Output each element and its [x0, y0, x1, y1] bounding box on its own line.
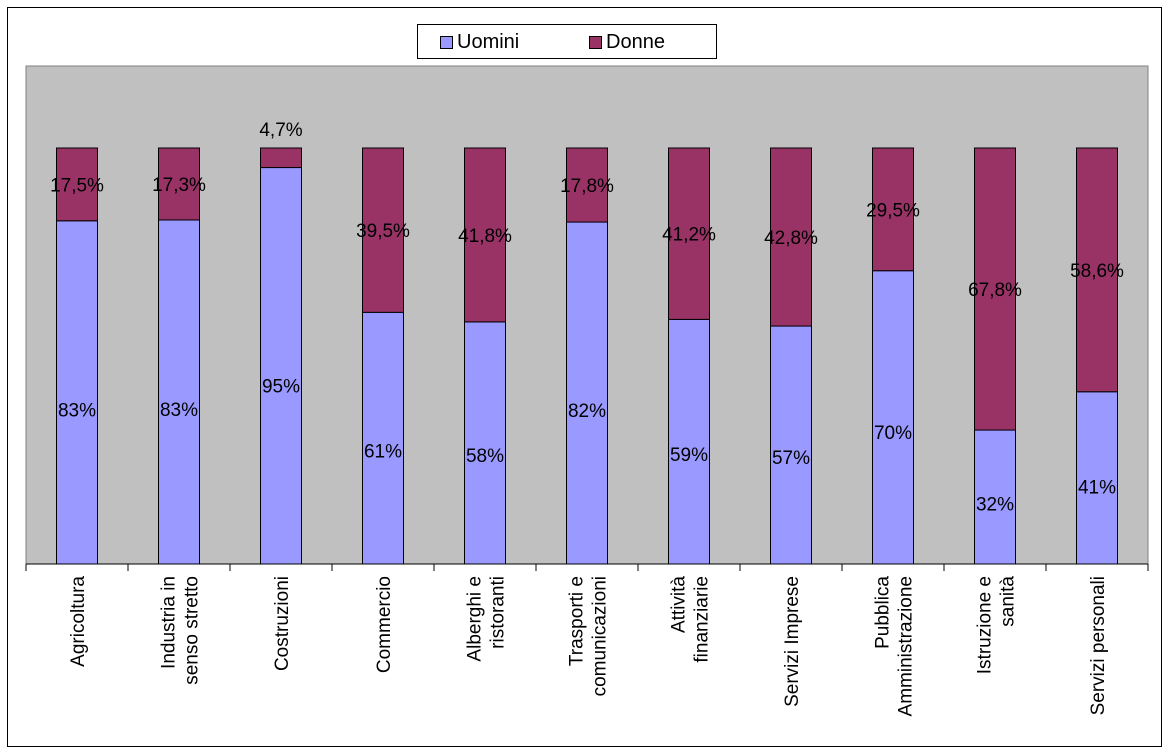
data-label-uomini-10: 41% [1078, 477, 1116, 498]
data-label-uomini-3: 61% [364, 442, 402, 463]
legend-item-donne: Donne [589, 25, 665, 60]
x-tick-label-2: Costruzioni [272, 576, 293, 671]
bar-uomini-1 [158, 219, 200, 565]
data-label-uomini-0: 83% [58, 401, 96, 422]
x-tick-label-5: Trasporti e comunicazioni [567, 576, 611, 696]
data-label-donne-1: 17,3% [152, 175, 206, 196]
bar-donne-4 [464, 147, 506, 323]
bar-donne-0 [56, 147, 98, 222]
x-tick-label-9: Istruzione e sanità [975, 576, 1019, 675]
legend-swatch-uomini [440, 36, 453, 49]
bar-uomini-2 [260, 167, 302, 565]
x-tick-label-3: Commercio [374, 576, 395, 673]
x-tick-label-10: Servizi personali [1088, 576, 1109, 715]
x-tick-label-6: Attività finanziarie [669, 576, 713, 663]
data-label-donne-7: 42,8% [764, 228, 818, 249]
bar-donne-6 [668, 147, 710, 320]
bar-uomini-7 [770, 325, 812, 565]
data-label-donne-3: 39,5% [356, 221, 410, 242]
data-label-uomini-6: 59% [670, 445, 708, 466]
x-tick-label-0: Agricoltura [68, 576, 89, 667]
bar-uomini-5 [566, 221, 608, 565]
x-tick-label-1: Industria in senso stretto [159, 576, 203, 685]
bar-donne-8 [872, 147, 914, 272]
bar-uomini-6 [668, 318, 710, 565]
data-label-uomini-7: 57% [772, 448, 810, 469]
bar-donne-1 [158, 147, 200, 221]
x-tick-label-8: Pubblica Amministrazione [873, 576, 917, 717]
bar-donne-10 [1076, 147, 1118, 393]
data-label-donne-6: 41,2% [662, 225, 716, 246]
bar-donne-9 [974, 147, 1016, 431]
legend-swatch-donne [589, 36, 602, 49]
bar-uomini-4 [464, 321, 506, 565]
data-label-uomini-8: 70% [874, 423, 912, 444]
data-label-donne-4: 41,8% [458, 226, 512, 247]
x-tick-label-4: Alberghi e ristoranti [465, 576, 509, 662]
data-label-donne-10: 58,6% [1070, 261, 1124, 282]
legend-label-donne: Donne [606, 31, 665, 53]
data-label-uomini-9: 32% [976, 495, 1014, 516]
data-label-donne-0: 17,5% [50, 175, 104, 196]
data-label-uomini-2: 95% [262, 377, 300, 398]
data-label-donne-9: 67,8% [968, 280, 1022, 301]
data-label-uomini-1: 83% [160, 400, 198, 421]
legend-item-uomini: Uomini [440, 25, 519, 60]
chart-legend: Uomini Donne [417, 24, 717, 59]
data-label-donne-2: 4,7% [259, 120, 302, 141]
bar-donne-3 [362, 147, 404, 313]
bar-uomini-10 [1076, 391, 1118, 565]
bar-uomini-8 [872, 270, 914, 565]
data-label-donne-8: 29,5% [866, 200, 920, 221]
bar-donne-2 [260, 147, 302, 169]
bar-uomini-3 [362, 311, 404, 565]
bar-donne-5 [566, 147, 608, 223]
data-label-donne-5: 17,8% [560, 176, 614, 197]
bar-uomini-0 [56, 220, 98, 565]
data-label-uomini-4: 58% [466, 446, 504, 467]
bar-donne-7 [770, 147, 812, 327]
x-tick-label-7: Servizi Imprese [782, 576, 803, 707]
legend-label-uomini: Uomini [457, 31, 520, 53]
data-label-uomini-5: 82% [568, 401, 606, 422]
